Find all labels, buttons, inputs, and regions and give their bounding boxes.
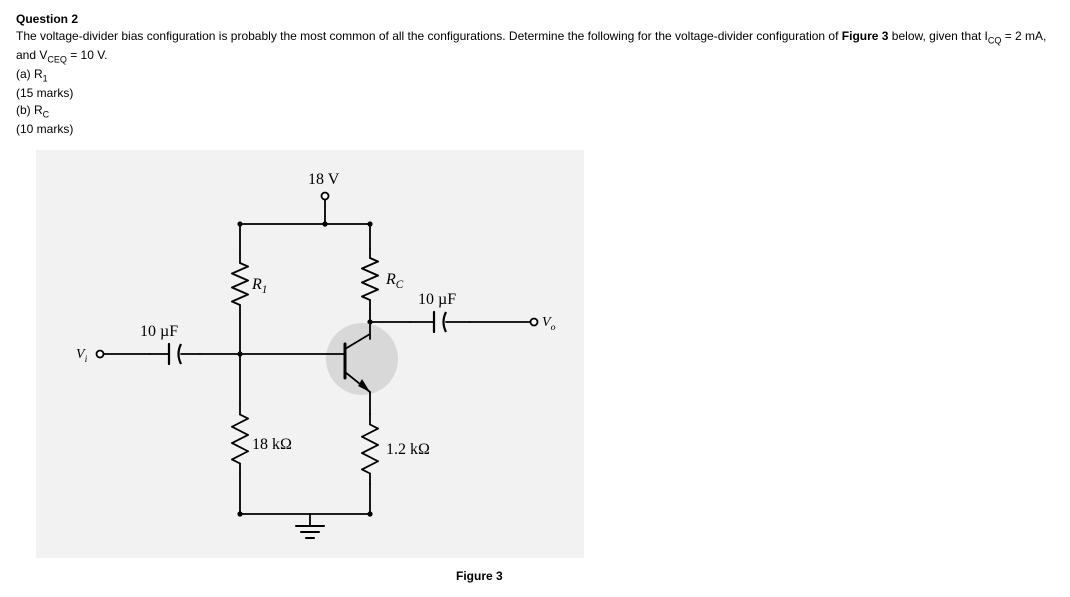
body-bold: Figure 3 [842, 29, 889, 43]
svg-text:Vi: Vi [76, 347, 88, 365]
circuit-diagram: 18 V R1 18 kΩ RC 10 µF Vo 1.2 kΩ Vi 10 µF [36, 150, 584, 558]
question-title: Question 2 [16, 12, 1054, 26]
part-a-sub: 1 [43, 73, 48, 83]
body-part2: below, given that I [888, 29, 987, 43]
figure-wrap: 18 V R1 18 kΩ RC 10 µF Vo 1.2 kΩ Vi 10 µF Figure… [36, 150, 1054, 583]
part-b: (b) R [16, 103, 43, 117]
body-part1: The voltage-divider bias configuration i… [16, 29, 842, 43]
svg-text:Vo: Vo [542, 315, 556, 333]
question-body: The voltage-divider bias configuration i… [16, 28, 1054, 138]
body-sub1: CQ [988, 35, 1002, 45]
part-a-marks: (15 marks) [16, 86, 73, 100]
part-a: (a) R [16, 67, 43, 81]
part-b-marks: (10 marks) [16, 122, 73, 136]
svg-text:18 kΩ: 18 kΩ [252, 436, 292, 453]
svg-text:R1: R1 [251, 276, 267, 296]
svg-text:RC: RC [385, 271, 404, 291]
body-part4: = 10 V. [67, 48, 108, 62]
body-sub2: CEQ [47, 54, 67, 64]
part-b-sub: C [43, 109, 50, 119]
svg-text:10 µF: 10 µF [418, 291, 456, 308]
figure-caption: Figure 3 [456, 569, 1054, 583]
svg-text:18 V: 18 V [308, 171, 340, 188]
svg-text:1.2 kΩ: 1.2 kΩ [386, 441, 430, 458]
svg-text:10 µF: 10 µF [140, 323, 178, 340]
